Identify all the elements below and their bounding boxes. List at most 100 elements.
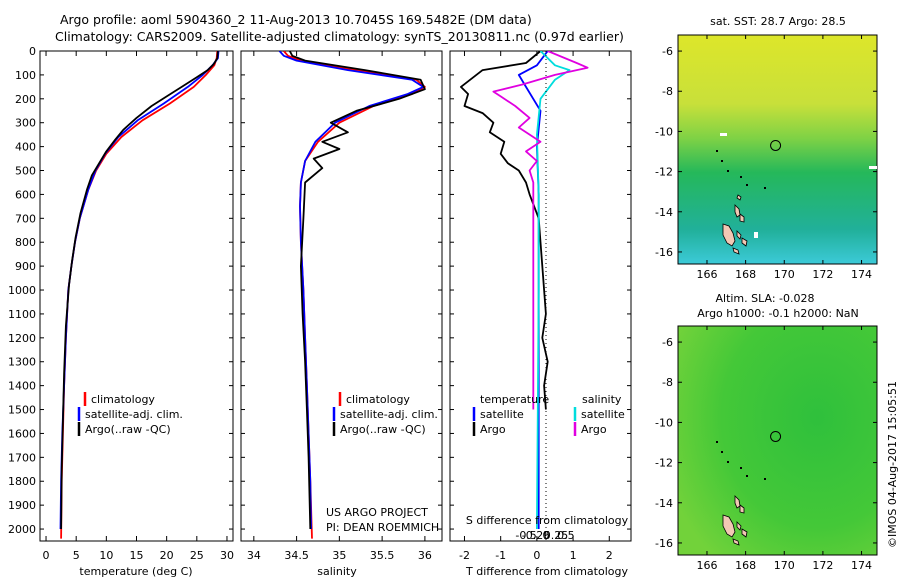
islands: [722, 194, 748, 255]
salinity-plot-frame: [240, 50, 443, 542]
argo-position-marker: [770, 139, 782, 151]
x-tick-label: -1: [495, 549, 506, 562]
map-x-tick-label: 172: [812, 268, 833, 281]
y-tick-label: 200: [15, 93, 36, 106]
sla-map-frame: [677, 325, 878, 556]
x-tick-label: 1: [570, 549, 577, 562]
x-tick-label: 0: [533, 549, 540, 562]
temperature-plot-frame: [39, 50, 234, 542]
sst-map: sat. SST: 28.7 Argo: 28.5 166 168 170 172 17…: [655, 15, 878, 281]
map-y-tick-label: -6: [662, 45, 673, 58]
sla-map-field: [678, 326, 877, 555]
y-tick-label: 1600: [8, 427, 36, 440]
map-y-tick-label: -14: [655, 206, 673, 219]
sla-map: Altim. SLA: -0.028 Argo h1000: -0.1 h200…: [655, 292, 878, 572]
sla-map-title: Altim. SLA: -0.028: [715, 292, 814, 305]
map-x-tick-label: 166: [696, 559, 717, 572]
sla-map-subtitle: Argo h1000: -0.1 h2000: NaN: [697, 307, 859, 320]
map-x-tick-label: 174: [851, 268, 872, 281]
sst-map-frame: [677, 34, 878, 265]
pi-credit: PI: DEAN ROEMMICH: [326, 521, 439, 534]
map-x-tick-label: 168: [735, 559, 756, 572]
series-line-argo: [459, 51, 549, 410]
y-tick-label: 0: [29, 45, 36, 58]
legend-label-satellite-adj: satellite-adj. clim.: [85, 408, 183, 421]
islands: [722, 495, 748, 546]
map-x-tick-label: 174: [851, 559, 872, 572]
y-tick-label: 600: [15, 188, 36, 201]
x-tick-label: 10: [99, 549, 113, 562]
x-tick-label: 35: [332, 549, 346, 562]
map-x-tick-label: 168: [735, 268, 756, 281]
legend-label-argo: Argo(..raw -QC): [340, 423, 426, 436]
legend-label-climatology: climatology: [91, 393, 155, 406]
legend-label-t-argo: Argo: [480, 423, 506, 436]
map-y-tick-label: -12: [655, 457, 673, 470]
argo-position-marker: [770, 430, 782, 442]
series-line-argo: [492, 51, 589, 410]
series-line-argo-raw-qc: [60, 51, 219, 530]
x-tick-label: 35.5: [370, 549, 395, 562]
x-tick-label: 20: [160, 549, 174, 562]
map-y-tick-label: -8: [662, 376, 673, 389]
difference-plot-frame: [449, 50, 632, 542]
x-tick-label: 34: [247, 549, 261, 562]
sla-map-axes: 166 168 170 172 174 -6 -8 -10 -12 -14 -16: [655, 326, 877, 572]
map-y-tick-label: -8: [662, 85, 673, 98]
x-tick-label: 36: [418, 549, 432, 562]
y-tick-label: 400: [15, 141, 36, 154]
salinity-lines: [278, 51, 426, 539]
legend-heading-temperature: temperature: [480, 393, 549, 406]
x-tick-label: 25: [190, 549, 204, 562]
y-tick-label: 1400: [8, 380, 36, 393]
y-tick-label: 1300: [8, 356, 36, 369]
y-tick-label: 700: [15, 212, 36, 225]
map-y-tick-label: -14: [655, 497, 673, 510]
temperature-lines: [59, 51, 220, 539]
legend-label-climatology: climatology: [346, 393, 410, 406]
x-tick-label: 30: [220, 549, 234, 562]
difference-lines: [459, 51, 589, 530]
plot-title-line-1: Argo profile: aoml 5904360_2 11-Aug-2013…: [60, 12, 532, 27]
small-islands: [716, 441, 766, 480]
plot-title-line-2: Climatology: CARS2009. Satellite-adjuste…: [55, 29, 624, 44]
sst-map-axes: 166 168 170 172 174 -6 -8 -10 -12 -14 -16: [655, 35, 877, 281]
y-tick-label: 1100: [8, 308, 36, 321]
y-tick-label: 2000: [8, 523, 36, 536]
y-tick-label: 1000: [8, 284, 36, 297]
t-difference-axis-label: T difference from climatology: [465, 565, 628, 578]
legend-label-satellite-adj: satellite-adj. clim.: [340, 408, 438, 421]
y-tick-label: 300: [15, 117, 36, 130]
map-y-tick-label: -10: [655, 416, 673, 429]
y-tick-label: 100: [15, 69, 36, 82]
y-tick-label: 900: [15, 260, 36, 273]
x-tick-label: 15: [130, 549, 144, 562]
y-tick-label: 1700: [8, 451, 36, 464]
sst-map-title: sat. SST: 28.7 Argo: 28.5: [710, 15, 846, 28]
small-islands: [716, 150, 766, 189]
x-tick-label: 2: [606, 549, 613, 562]
difference-legend: temperature satellite Argo salinity sate…: [472, 393, 625, 436]
s-difference-axis-label: S difference from climatology: [466, 514, 629, 527]
map-x-tick-label: 170: [774, 559, 795, 572]
map-x-tick-label: 166: [696, 268, 717, 281]
project-credit: US ARGO PROJECT: [326, 506, 428, 519]
cloud-patch: [869, 166, 877, 169]
series-line-argo-raw-qc: [289, 51, 426, 530]
temperature-legend: climatology satellite-adj. clim. Argo(..…: [77, 392, 183, 436]
y-tick-label: 1900: [8, 499, 36, 512]
map-y-tick-label: -6: [662, 336, 673, 349]
s-diff-tick-label: 0.25: [544, 529, 569, 542]
map-y-tick-label: -12: [655, 166, 673, 179]
legend-heading-salinity: salinity: [582, 393, 622, 406]
map-x-tick-label: 172: [812, 559, 833, 572]
map-x-tick-label: 170: [774, 268, 795, 281]
y-tick-label: 1500: [8, 404, 36, 417]
salinity-legend: climatology satellite-adj. clim. Argo(..…: [332, 392, 438, 436]
map-y-tick-label: -16: [655, 246, 673, 259]
cloud-patch: [754, 232, 758, 238]
y-tick-label: 1200: [8, 332, 36, 345]
legend-label-s-argo: Argo: [581, 423, 607, 436]
cloud-patch: [720, 133, 727, 136]
